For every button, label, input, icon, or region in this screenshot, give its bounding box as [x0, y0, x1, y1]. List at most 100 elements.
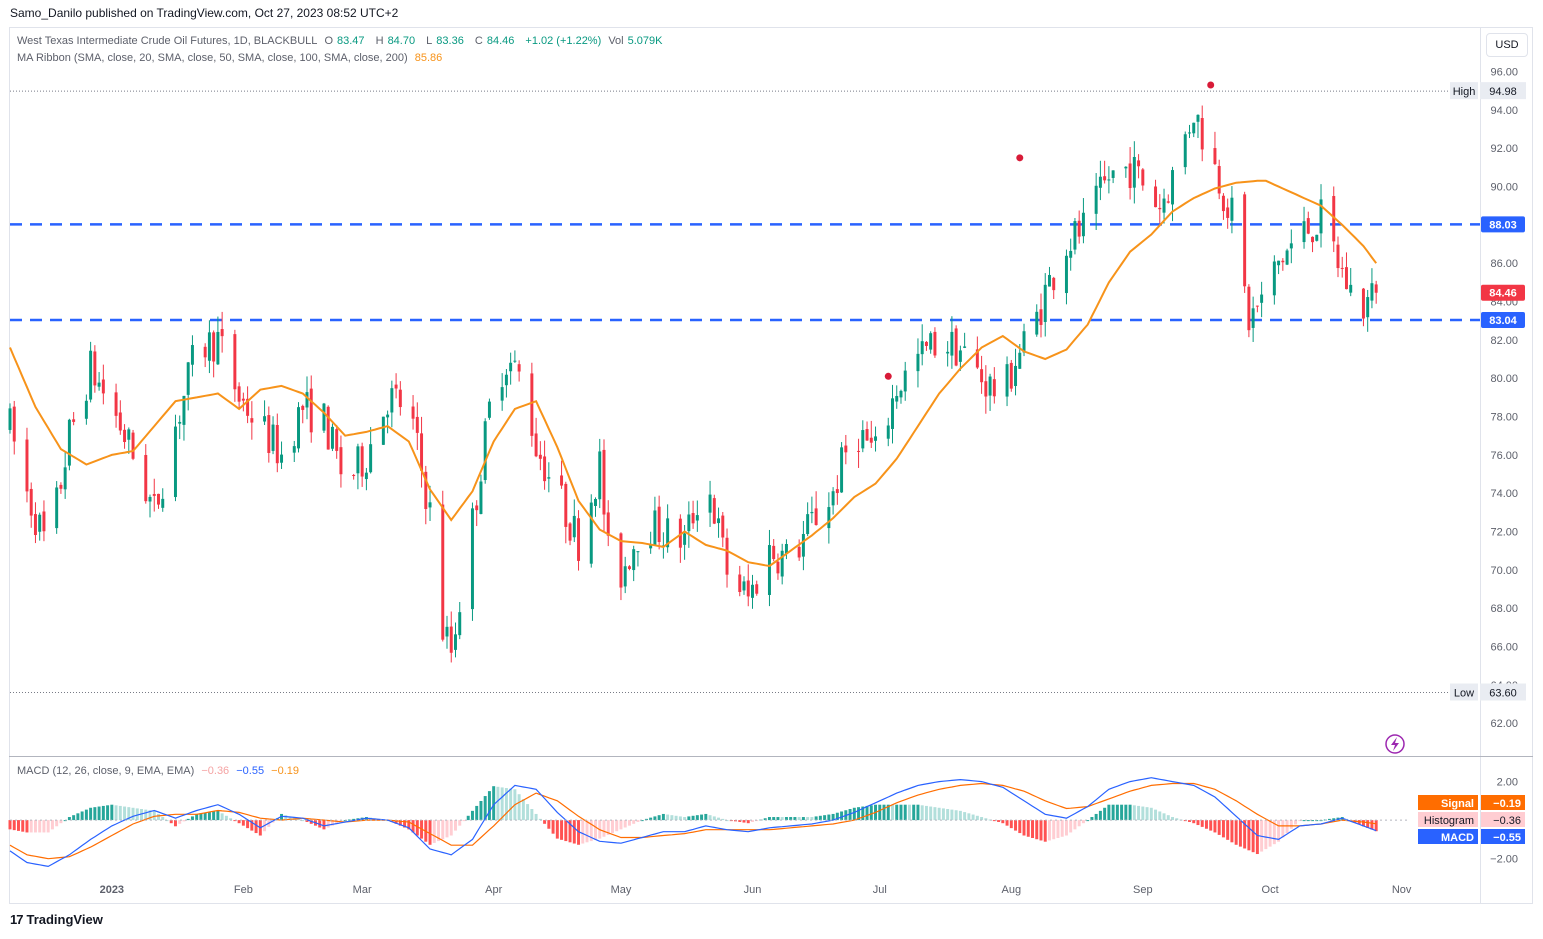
candle-body — [1039, 309, 1043, 325]
candle-body — [360, 446, 364, 477]
candle-body — [454, 634, 457, 650]
macd-histogram-bar — [627, 820, 631, 826]
candle-body — [1183, 134, 1187, 168]
macd-tag-name-bg — [1418, 812, 1478, 827]
candle-body — [840, 447, 844, 493]
macd-histogram-bar — [1005, 820, 1009, 826]
macd-title[interactable]: MACD (12, 26, close, 9, EMA, EMA) — [17, 765, 195, 777]
candle-body — [394, 384, 398, 389]
macd-histogram-bar — [1111, 804, 1115, 821]
candle-body — [543, 456, 547, 482]
macd-histogram-bar — [207, 812, 211, 821]
brand-footer[interactable]: 17 TradingView — [10, 912, 103, 927]
macd-histogram-bar — [704, 813, 708, 821]
candle-body — [564, 483, 568, 527]
candle-body — [369, 444, 373, 473]
macd-histogram-bar — [967, 813, 971, 821]
macd-histogram-bar — [38, 820, 42, 833]
macd-histogram-bar — [551, 820, 555, 834]
ma-line — [9, 179, 1377, 568]
pane-separator[interactable] — [9, 756, 1533, 757]
candle-body — [326, 406, 330, 450]
macd-histogram-bar — [428, 820, 432, 845]
macd-tag-name: MACD — [1441, 832, 1474, 844]
candle-body — [1217, 166, 1221, 194]
candle-body — [8, 408, 12, 430]
candle-body — [666, 518, 670, 548]
macd-histogram-bar — [946, 809, 950, 821]
macd-histogram-bar — [712, 816, 716, 821]
macd-histogram-bar — [1052, 820, 1056, 840]
ma-ribbon-title[interactable]: MA Ribbon (SMA, close, 20, SMA, close, 5… — [17, 52, 408, 64]
macd-histogram-bar — [649, 817, 653, 821]
macd-histogram-bar — [246, 820, 250, 829]
price-legend: West Texas Intermediate Crude Oil Future… — [17, 35, 663, 47]
candle-body — [814, 508, 818, 526]
macd-histogram-bar — [1204, 820, 1208, 829]
symbol-title[interactable]: West Texas Intermediate Crude Oil Future… — [17, 35, 318, 47]
candle-body — [1213, 148, 1217, 165]
candle-body — [233, 334, 237, 390]
candle-body — [441, 504, 445, 640]
candle-body — [216, 331, 220, 365]
candle-body — [772, 545, 776, 560]
currency-button[interactable]: USD — [1486, 33, 1528, 57]
macd-histogram-bar — [169, 820, 173, 824]
macd-histogram-bar — [352, 818, 356, 821]
macd-histogram-bar — [865, 805, 869, 821]
candle-body — [411, 406, 415, 419]
macd-histogram-bar — [1043, 820, 1047, 842]
macd-hist-value: −0.36 — [201, 765, 230, 777]
macd-histogram-bar — [241, 820, 245, 826]
macd-histogram-bar — [1294, 820, 1298, 825]
macd-histogram-bar — [636, 820, 640, 822]
macd-histogram-bar — [59, 820, 63, 824]
candle-body — [572, 515, 576, 538]
candle-body — [97, 382, 101, 387]
time-tick-label: Nov — [1392, 884, 1412, 896]
candle-body — [1073, 221, 1077, 250]
macd-tag-value-bg — [1481, 812, 1525, 827]
macd-histogram-bar — [466, 815, 470, 821]
macd-histogram-bar — [1128, 804, 1132, 821]
candle-body — [946, 351, 950, 354]
candle-body — [538, 454, 542, 459]
candle-body — [653, 510, 657, 546]
macd-histogram-bar — [1188, 820, 1191, 822]
candle-body — [131, 432, 135, 459]
macd-histogram-bar — [984, 818, 988, 821]
macd-histogram-bar — [814, 816, 818, 821]
candle-body — [67, 419, 71, 466]
macd-histogram-bar — [746, 820, 750, 824]
macd-histogram-bar — [21, 820, 25, 832]
candle-body — [984, 381, 988, 397]
candle-body — [267, 415, 271, 453]
macd-histogram-bar — [789, 817, 793, 821]
macd-histogram-bar — [1302, 820, 1306, 822]
time-tick-label: Sep — [1133, 884, 1153, 896]
macd-histogram-bar — [653, 816, 657, 821]
macd-histogram-bar — [1056, 820, 1060, 838]
macd-histogram-bar — [1311, 820, 1315, 822]
low-value-label: 63.60 — [1489, 688, 1517, 700]
candle-body — [1319, 199, 1323, 234]
volume-value: 5.079K — [627, 35, 663, 47]
macd-histogram-bar — [195, 813, 199, 821]
macd-legend: MACD (12, 26, close, 9, EMA, EMA) −0.36 … — [17, 765, 303, 777]
time-tick-label: Jul — [873, 884, 887, 896]
candle-body — [1332, 196, 1336, 242]
candle-body — [517, 364, 521, 372]
macd-signal-line — [9, 782, 1377, 860]
macd-histogram-bar — [55, 820, 59, 827]
candle-body — [1192, 122, 1196, 134]
candle-body — [1171, 170, 1175, 205]
macd-histogram-bar — [560, 820, 564, 840]
ma-value: 85.86 — [414, 52, 443, 64]
macd-histogram-bar — [1192, 820, 1196, 824]
macd-histogram-bar — [1234, 820, 1238, 845]
candle-body — [207, 332, 211, 361]
macd-histogram-bar — [975, 815, 979, 821]
macd-histogram-bar — [1264, 820, 1268, 850]
macd-histogram-bar — [1018, 820, 1022, 834]
